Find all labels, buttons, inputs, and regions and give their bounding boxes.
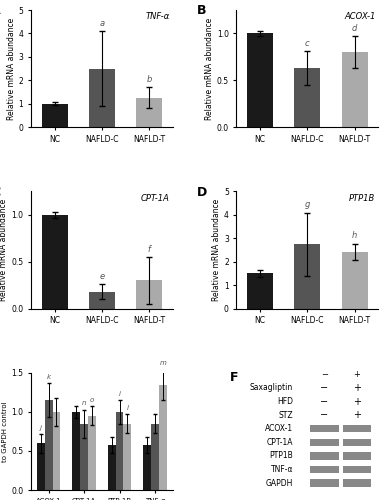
Bar <box>136 98 162 127</box>
Bar <box>89 292 115 308</box>
Text: −: − <box>320 410 328 420</box>
Text: STZ: STZ <box>279 410 293 420</box>
Text: i: i <box>119 391 120 397</box>
Bar <box>342 52 367 127</box>
Text: l: l <box>126 405 128 411</box>
Bar <box>115 412 124 490</box>
Text: CPT-1A: CPT-1A <box>267 438 293 447</box>
Bar <box>42 104 68 127</box>
Bar <box>247 34 273 127</box>
Text: PTP1B: PTP1B <box>269 452 293 460</box>
Bar <box>45 400 52 490</box>
Text: ACOX-1: ACOX-1 <box>344 12 376 22</box>
Y-axis label: Relative mRNA abundance: Relative mRNA abundance <box>205 18 214 120</box>
Text: A: A <box>0 4 1 17</box>
Bar <box>342 252 367 308</box>
Bar <box>343 438 371 446</box>
Text: −: − <box>321 370 328 379</box>
Bar <box>295 68 320 127</box>
Text: +: + <box>353 383 361 393</box>
Bar <box>310 438 339 446</box>
Bar <box>88 416 96 490</box>
Text: d: d <box>352 24 357 32</box>
Bar <box>89 68 115 127</box>
Bar <box>343 425 371 432</box>
Bar <box>310 466 339 473</box>
Bar <box>151 424 159 490</box>
Text: b: b <box>146 75 152 84</box>
Y-axis label: Relative ratio compared
to GAPDH control: Relative ratio compared to GAPDH control <box>0 390 8 473</box>
Bar <box>159 384 167 490</box>
Text: ACOX-1: ACOX-1 <box>265 424 293 434</box>
Text: c: c <box>305 38 310 48</box>
Bar <box>310 480 339 487</box>
Bar <box>343 480 371 487</box>
Y-axis label: Relative mRNA abundance: Relative mRNA abundance <box>0 199 8 301</box>
Text: B: B <box>197 4 206 17</box>
Text: n: n <box>82 400 86 406</box>
Bar <box>136 280 162 308</box>
Y-axis label: Relative mRNA abundance: Relative mRNA abundance <box>212 199 221 301</box>
Bar <box>310 425 339 432</box>
Text: e: e <box>99 272 104 280</box>
Text: j: j <box>40 424 42 430</box>
Text: m: m <box>159 360 166 366</box>
Bar <box>37 443 45 490</box>
Bar <box>247 274 273 308</box>
Bar <box>52 412 60 490</box>
Bar <box>108 444 115 490</box>
Text: TNF-α: TNF-α <box>271 465 293 474</box>
Text: F: F <box>229 370 238 384</box>
Text: D: D <box>197 186 207 198</box>
Text: HFD: HFD <box>277 397 293 406</box>
Text: a: a <box>99 18 104 28</box>
Text: +: + <box>354 370 361 379</box>
Bar <box>310 452 339 460</box>
Y-axis label: Relative mRNA abundance: Relative mRNA abundance <box>7 18 15 120</box>
Text: −: − <box>320 383 328 393</box>
Text: Saxagliptin: Saxagliptin <box>250 384 293 392</box>
Bar <box>343 452 371 460</box>
Text: o: o <box>90 398 94 404</box>
Bar <box>143 444 151 490</box>
Bar <box>124 424 131 490</box>
Bar <box>42 215 68 308</box>
Text: k: k <box>47 374 51 380</box>
Text: +: + <box>353 410 361 420</box>
Bar <box>72 412 80 490</box>
Text: +: + <box>353 396 361 406</box>
Text: TNF-α: TNF-α <box>146 12 170 22</box>
Bar <box>80 424 88 490</box>
Text: f: f <box>147 244 151 254</box>
Text: h: h <box>352 231 357 240</box>
Bar <box>295 244 320 308</box>
Text: CPT-1A: CPT-1A <box>141 194 170 203</box>
Text: g: g <box>305 200 310 209</box>
Bar <box>343 466 371 473</box>
Text: PTP1B: PTP1B <box>349 194 376 203</box>
Text: GAPDH: GAPDH <box>266 478 293 488</box>
Text: −: − <box>320 396 328 406</box>
